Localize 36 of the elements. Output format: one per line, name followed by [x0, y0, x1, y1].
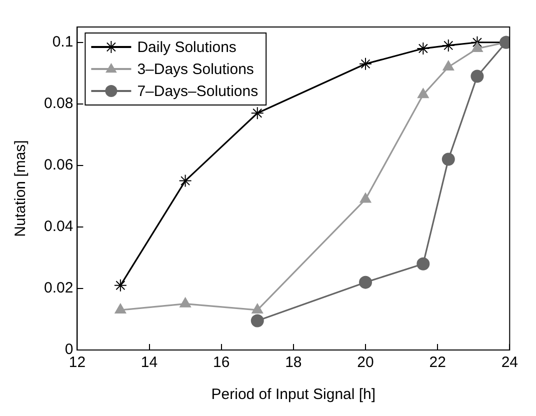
- point: [472, 42, 483, 52]
- x-tick-label: 18: [285, 354, 302, 372]
- point: [250, 106, 264, 120]
- x-axis-title: Period of Input Signal [h]: [211, 386, 376, 404]
- legend-label: Daily Solutions: [137, 39, 236, 56]
- point: [359, 57, 372, 70]
- point: [442, 38, 455, 52]
- point: [417, 88, 429, 98]
- point: [360, 192, 372, 203]
- point: [359, 276, 372, 289]
- legend-label: 3–Days Solutions: [137, 61, 254, 78]
- point: [470, 36, 484, 49]
- y-tick-label: 0.06: [44, 156, 74, 174]
- x-tick-label: 20: [357, 354, 374, 372]
- point: [114, 278, 127, 292]
- point: [442, 60, 454, 70]
- point: [442, 152, 455, 166]
- y-tick-label: 0.02: [44, 280, 74, 297]
- point: [180, 297, 192, 308]
- point: [470, 70, 484, 83]
- x-tick-label: 14: [140, 354, 158, 372]
- point: [250, 314, 264, 328]
- x-tick-label: 22: [429, 354, 446, 372]
- legend-label: 7–Days–Solutions: [137, 83, 258, 100]
- y-axis-title: Nutation [mas]: [12, 140, 30, 237]
- x-tick-label: 12: [68, 354, 86, 372]
- y-tick-label: 0.08: [44, 95, 74, 112]
- y-tick-label: 0.1: [52, 34, 74, 51]
- point: [178, 174, 192, 188]
- point: [416, 42, 430, 56]
- point: [114, 304, 126, 314]
- x-tick-label: 16: [213, 354, 230, 372]
- point: [252, 304, 264, 314]
- x-tick-label: 24: [501, 354, 518, 372]
- point: [416, 257, 430, 270]
- y-tick-label: 0.04: [44, 218, 74, 236]
